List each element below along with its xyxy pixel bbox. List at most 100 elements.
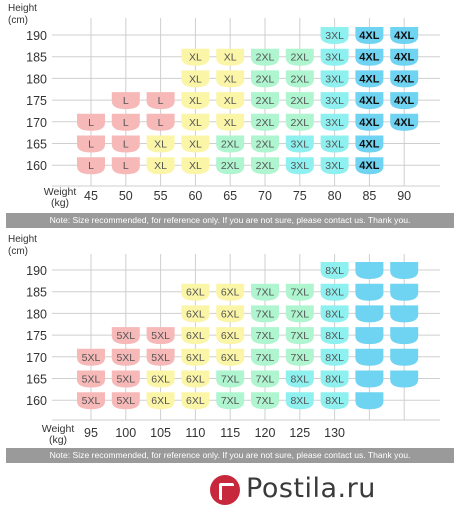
size-badge xyxy=(390,27,419,44)
size-badge xyxy=(320,48,349,66)
size-badge-label: 4XL xyxy=(394,52,414,64)
size-badge xyxy=(111,370,140,388)
size-chart-bottom: Height (cm) 190 185 180 175 170 165 160 Weight (kg… xyxy=(0,232,460,467)
size-badge xyxy=(285,157,314,175)
size-badge-label: 8XL xyxy=(325,352,344,364)
size-badge xyxy=(355,348,384,366)
size-badge xyxy=(216,392,245,410)
size-badge xyxy=(111,327,140,345)
size-badge xyxy=(181,48,210,66)
size-badge xyxy=(77,370,105,388)
size-badge xyxy=(181,135,210,153)
size-badge-label: 5XL xyxy=(82,374,101,386)
size-badge xyxy=(181,92,210,110)
size-badge xyxy=(77,348,105,366)
size-badge xyxy=(77,135,105,153)
size-badge xyxy=(216,370,245,388)
weight-tick-label: 105 xyxy=(150,426,171,440)
size-badge xyxy=(390,305,419,323)
size-badge xyxy=(251,305,279,323)
size-badge xyxy=(251,348,279,366)
size-badge xyxy=(181,348,210,366)
size-badge-label: 3XL xyxy=(290,139,309,151)
size-badge-label: 2XL xyxy=(290,52,309,64)
size-badge-label: 5XL xyxy=(151,352,170,364)
size-badge-label: XL xyxy=(189,73,202,85)
size-badge xyxy=(251,327,279,345)
weight-tick-label: 45 xyxy=(84,189,98,203)
size-badge-label: 6XL xyxy=(221,308,240,320)
height-tick-label: 160 xyxy=(26,159,47,173)
height-tick-label: 190 xyxy=(26,264,47,278)
size-badge-label: 8XL xyxy=(325,265,344,277)
weight-tick-label: 115 xyxy=(220,426,240,440)
y-axis-label: (cm) xyxy=(8,246,28,257)
size-badge-label: 3XL xyxy=(325,95,344,107)
size-badge xyxy=(320,283,349,301)
size-badge xyxy=(285,327,314,345)
size-badge xyxy=(390,348,419,366)
size-badge-label: 6XL xyxy=(186,395,205,407)
weight-tick-label: 60 xyxy=(188,189,202,203)
size-badge-label: 2XL xyxy=(256,139,275,151)
height-tick-label: 170 xyxy=(26,116,47,130)
size-badge-label: 6XL xyxy=(186,308,205,320)
size-badge xyxy=(146,392,175,410)
size-badge xyxy=(181,392,210,410)
size-badge xyxy=(251,113,279,131)
weight-tick-label: 85 xyxy=(362,189,376,203)
size-badge xyxy=(355,92,384,110)
size-badge xyxy=(355,262,384,279)
size-badge xyxy=(216,70,245,88)
size-badge-label: 2XL xyxy=(290,95,309,107)
size-badge-label: 2XL xyxy=(290,117,309,129)
size-badge-label: L xyxy=(123,160,129,172)
size-badge-label: 6XL xyxy=(186,287,205,299)
size-badge xyxy=(355,305,384,323)
size-badge-label: 7XL xyxy=(256,374,275,386)
size-badge xyxy=(216,283,245,301)
weight-tick-label: 50 xyxy=(119,189,133,203)
size-badge xyxy=(355,135,384,153)
size-badge-label: 8XL xyxy=(325,330,344,342)
size-badge xyxy=(111,135,140,153)
height-tick-label: 175 xyxy=(26,329,47,343)
size-badge xyxy=(181,113,210,131)
height-tick-label: 175 xyxy=(26,94,47,108)
size-badge-label: 6XL xyxy=(151,374,170,386)
note-bar-top: Note: Size recommended, for reference on… xyxy=(6,213,454,228)
size-badge-label: 7XL xyxy=(256,287,275,299)
size-badge-label: 7XL xyxy=(290,287,309,299)
size-badge-label: 8XL xyxy=(290,374,309,386)
size-badge xyxy=(146,113,175,131)
size-badge-label: L xyxy=(158,117,164,129)
weight-tick-label: 95 xyxy=(84,426,98,440)
size-badge xyxy=(320,370,349,388)
size-badge-label: 8XL xyxy=(325,374,344,386)
size-badge xyxy=(285,348,314,366)
size-badge xyxy=(146,348,175,366)
size-badge xyxy=(77,113,105,131)
size-badge xyxy=(355,370,384,388)
size-badge-label: 7XL xyxy=(290,352,309,364)
size-badge-label: XL xyxy=(224,52,237,64)
height-tick-label: 190 xyxy=(26,29,47,43)
height-tick-label: 185 xyxy=(26,286,47,300)
size-badge xyxy=(111,113,140,131)
size-badge-label: 6XL xyxy=(186,352,205,364)
size-badge xyxy=(146,92,175,110)
size-badge xyxy=(355,283,384,301)
size-badge-label: 2XL xyxy=(256,117,275,129)
x-axis-label: Weight xyxy=(42,423,75,435)
size-badge xyxy=(216,305,245,323)
size-badge xyxy=(251,48,279,66)
size-badge xyxy=(111,157,140,175)
size-badge-label: 3XL xyxy=(325,30,344,42)
weight-tick-label: 90 xyxy=(397,189,411,203)
size-badge xyxy=(251,92,279,110)
size-badge-label: 6XL xyxy=(186,330,205,342)
size-badge-label: 2XL xyxy=(221,139,240,151)
size-badge xyxy=(251,283,279,301)
watermark-logo-icon xyxy=(210,475,240,505)
size-badge-label: 4XL xyxy=(394,30,414,42)
